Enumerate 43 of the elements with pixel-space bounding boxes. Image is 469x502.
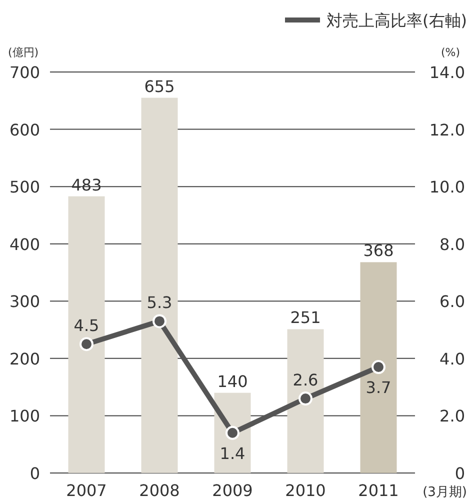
y-tick-label: 200	[9, 349, 40, 368]
data-label: 655	[144, 76, 175, 96]
data-label: 5.3	[146, 293, 172, 312]
data-label: 4.5	[74, 316, 100, 336]
y2-tick-label: 14.0	[429, 63, 465, 82]
point	[152, 314, 166, 328]
point	[226, 426, 240, 440]
y2-tick-label: 10.0	[429, 178, 465, 197]
x-axis-title: (3月期)	[422, 485, 467, 500]
x-tick-label: 2011	[358, 481, 399, 500]
y-tick-label: 100	[9, 406, 40, 426]
data-label: 1.4	[220, 444, 246, 463]
y-tick-label: 300	[9, 292, 40, 312]
x-tick-label: 2010	[285, 481, 326, 500]
data-label: 2.6	[292, 370, 318, 390]
y2-tick-label: 6.0	[440, 292, 465, 312]
legend-label: 対売上高比率(右軸)	[326, 11, 467, 30]
y-tick-label: 600	[9, 120, 40, 140]
y2-axis-title: (%)	[440, 46, 460, 59]
y-tick-label: 0	[30, 464, 40, 483]
x-tick-label: 2008	[139, 481, 180, 500]
y2-tick-label: 12.0	[429, 120, 465, 140]
bar	[287, 329, 324, 473]
y-tick-label: 700	[9, 63, 40, 82]
data-label: 251	[290, 308, 321, 328]
bar	[360, 262, 397, 473]
bar	[141, 98, 178, 473]
y2-tick-label: 4.0	[440, 349, 465, 368]
data-label: 368	[363, 241, 394, 260]
y2-tick-label: 8.0	[440, 234, 465, 254]
y-tick-label: 500	[9, 178, 40, 197]
point	[372, 360, 386, 374]
data-label: 140	[217, 372, 248, 391]
x-tick-label: 2007	[66, 481, 107, 500]
x-tick-label: 2009	[212, 481, 253, 500]
y-tick-label: 400	[9, 234, 40, 254]
y-axis-title: (億円)	[8, 46, 39, 59]
point	[298, 392, 312, 406]
point	[80, 337, 94, 352]
y2-tick-label: 2.0	[440, 406, 465, 426]
y2-tick-label: 0	[454, 464, 465, 483]
bar	[68, 196, 105, 473]
data-label: 3.7	[366, 378, 392, 398]
